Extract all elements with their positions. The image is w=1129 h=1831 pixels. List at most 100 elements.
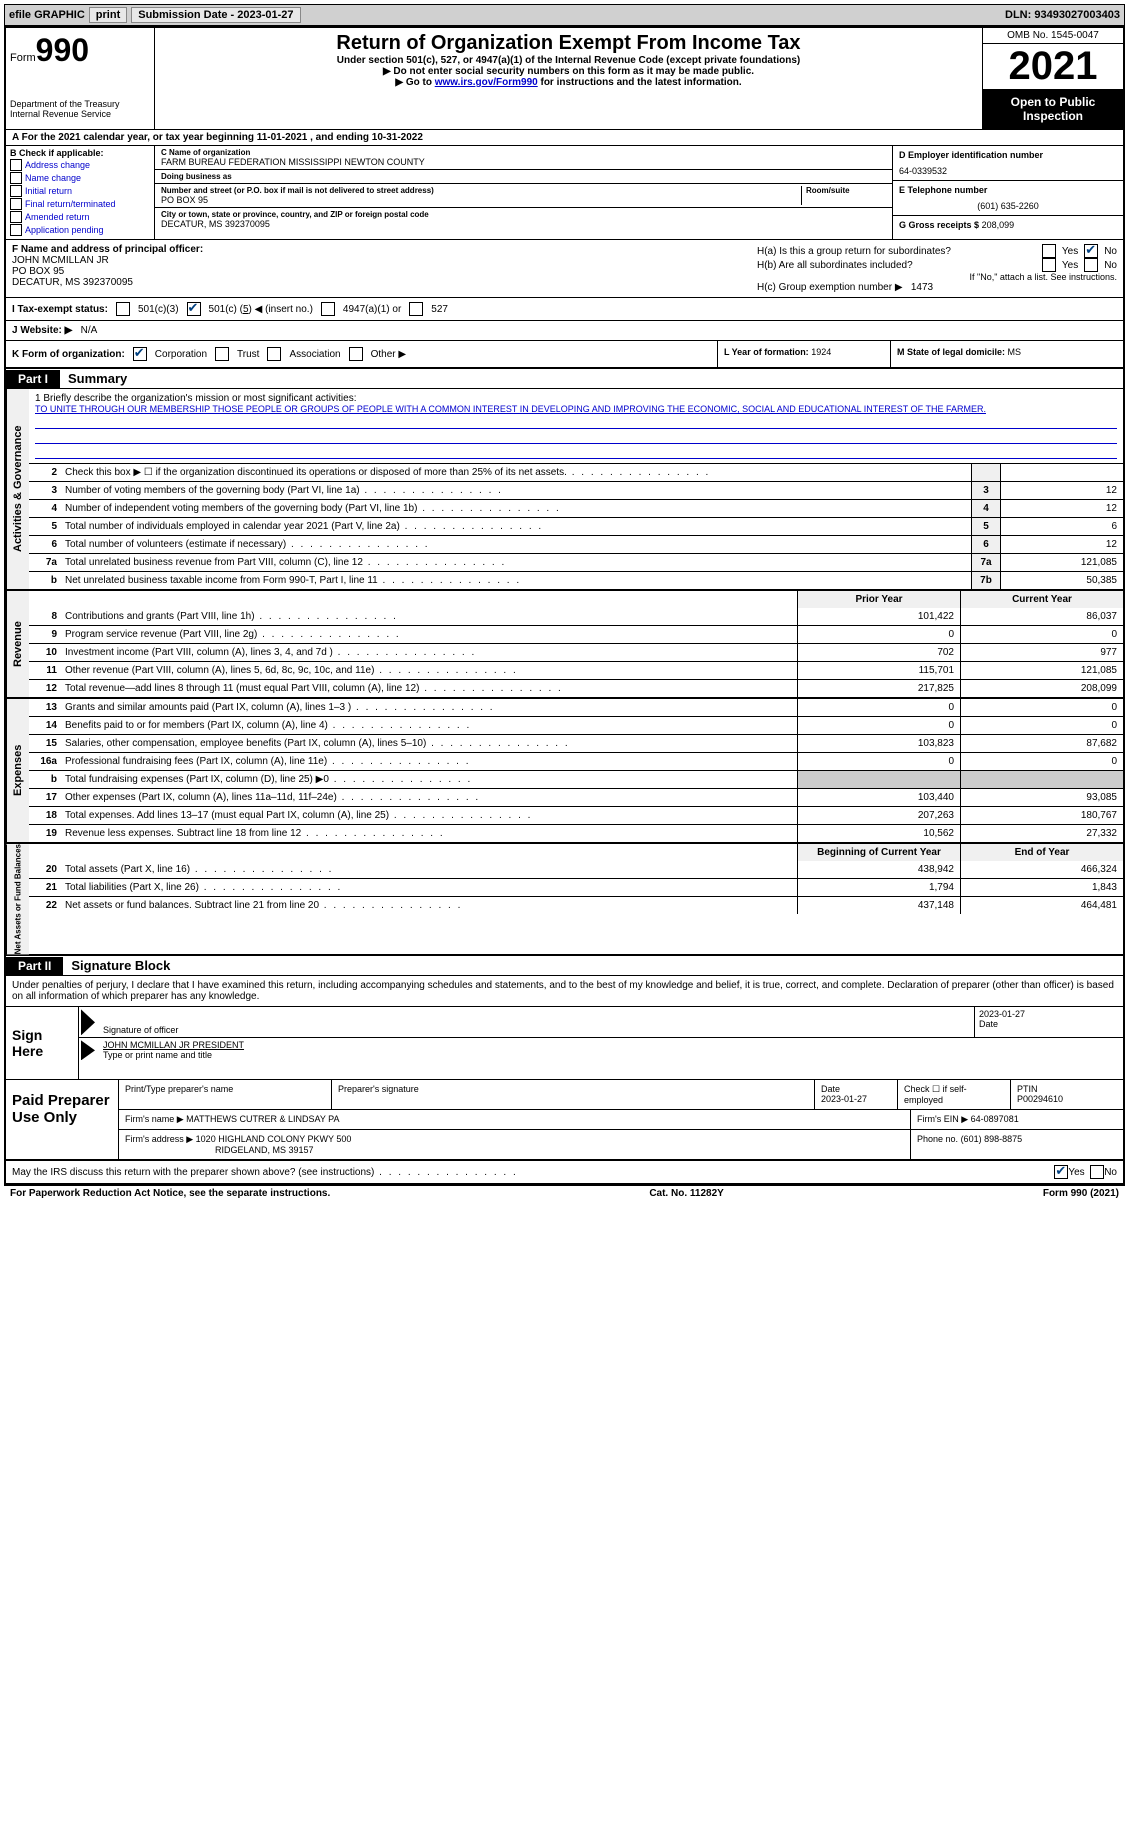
form-number: 990 [36,32,89,68]
vtab-ag: Activities & Governance [6,389,29,589]
ein-cell: D Employer identification number 64-0339… [893,146,1123,181]
k-other[interactable] [349,347,363,361]
head2-prior: Beginning of Current Year [797,844,960,861]
chk-pending[interactable]: Application pending [10,224,150,236]
part2-tag: Part II [6,957,63,975]
prep-h1: Print/Type preparer's name [119,1080,332,1109]
subtitle-3: ▶ Go to www.irs.gov/Form990 for instruct… [159,77,978,88]
l-val: 1924 [811,347,831,357]
org-name-cell: C Name of organization FARM BUREAU FEDER… [155,146,892,170]
section-rev: Revenue Prior Year Current Year 8Contrib… [6,591,1123,699]
hb-yes[interactable] [1042,258,1056,272]
irs-link[interactable]: www.irs.gov/Form990 [435,77,538,88]
header-right: OMB No. 1545-0047 2021 Open to Public In… [982,28,1123,129]
chk-amended-lbl: Amended return [25,212,90,222]
f-addr1: PO BOX 95 [12,266,745,277]
row-k: K Form of organization: Corporation Trus… [6,341,1123,369]
section-net: Net Assets or Fund Balances Beginning of… [6,844,1123,956]
may-text: May the IRS discuss this return with the… [12,1167,518,1178]
sig-officer-line: Signature of officer 2023-01-27Date [79,1007,1123,1038]
part1-title: Summary [60,369,135,388]
i-501c[interactable] [187,302,201,316]
row-a-period: A For the 2021 calendar year, or tax yea… [6,130,1123,146]
footer-left: For Paperwork Reduction Act Notice, see … [10,1188,330,1199]
sig-officer-lbl: Signature of officer [103,1025,970,1035]
addr-lbl: Number and street (or P.O. box if mail i… [161,186,801,195]
f-lbl: F Name and address of principal officer: [12,244,203,255]
dba-lbl: Doing business as [161,172,886,181]
may-yes[interactable] [1054,1165,1068,1179]
table-row: 12Total revenue—add lines 8 through 11 (… [29,680,1123,697]
table-row: 3Number of voting members of the governi… [29,482,1123,500]
org-name-lbl: C Name of organization [161,148,886,157]
may-discuss: May the IRS discuss this return with the… [6,1161,1123,1184]
ha: H(a) Is this a group return for subordin… [757,246,1036,257]
section-ag: Activities & Governance 1 Briefly descri… [6,389,1123,591]
net-head: Beginning of Current Year End of Year [29,844,1123,861]
ha-yes[interactable] [1042,244,1056,258]
table-row: 2Check this box ▶ ☐ if the organization … [29,464,1123,482]
chk-amended[interactable]: Amended return [10,211,150,223]
table-row: 21Total liabilities (Part X, line 26)1,7… [29,879,1123,897]
efile-label: efile GRAPHIC [9,9,85,21]
prep-h3v: 2023-01-27 [821,1094,867,1104]
mission: 1 Briefly describe the organization's mi… [29,389,1123,464]
chk-address[interactable]: Address change [10,159,150,171]
room-lbl: Room/suite [806,186,886,195]
head-current: Current Year [960,591,1123,608]
firm-ein: 64-0897081 [971,1114,1019,1124]
firm: MATTHEWS CUTRER & LINDSAY PA [186,1114,339,1124]
ha-no[interactable] [1084,244,1098,258]
table-row: 4Number of independent voting members of… [29,500,1123,518]
i-a: 501(c)(3) [138,304,179,315]
dln: DLN: 93493027003403 [1005,9,1120,21]
hb-no[interactable] [1084,258,1098,272]
city-lbl: City or town, state or province, country… [161,210,886,219]
table-row: bNet unrelated business taxable income f… [29,572,1123,589]
k-corp[interactable] [133,347,147,361]
print-button[interactable]: print [89,7,127,23]
i-527[interactable] [409,302,423,316]
chk-name-lbl: Name change [25,173,81,183]
chk-pending-lbl: Application pending [25,225,104,235]
sig-typed-lbl: Type or print name and title [103,1050,1119,1060]
addr: PO BOX 95 [161,195,801,205]
i-lbl: I Tax-exempt status: [12,304,108,315]
chk-initial[interactable]: Initial return [10,185,150,197]
firm-ein-lbl: Firm's EIN ▶ [917,1114,968,1124]
section-exp: Expenses 13Grants and similar amounts pa… [6,699,1123,844]
dba-cell: Doing business as [155,170,892,184]
may-no[interactable] [1090,1165,1104,1179]
row-f: F Name and address of principal officer:… [6,240,1123,298]
k-assoc[interactable] [267,347,281,361]
rev-head: Prior Year Current Year [29,591,1123,608]
table-row: 8Contributions and grants (Part VIII, li… [29,608,1123,626]
subtitle-1: Under section 501(c), 527, or 4947(a)(1)… [159,55,978,66]
f-name: JOHN MCMILLAN JR [12,255,745,266]
k-other-lbl: Other ▶ [371,349,406,360]
i-4947[interactable] [321,302,335,316]
part2-bar: Part II Signature Block [6,956,1123,976]
f-addr2: DECATUR, MS 392370095 [12,277,745,288]
table-row: 14Benefits paid to or for members (Part … [29,717,1123,735]
hb: H(b) Are all subordinates included? [757,260,1036,271]
k-trust[interactable] [215,347,229,361]
vtab-rev: Revenue [6,591,29,697]
table-row: 6Total number of volunteers (estimate if… [29,536,1123,554]
j-val: N/A [81,325,98,336]
subtitle-2: ▶ Do not enter social security numbers o… [159,66,978,77]
chk-name[interactable]: Name change [10,172,150,184]
i-501c3[interactable] [116,302,130,316]
org-name: FARM BUREAU FEDERATION MISSISSIPPI NEWTO… [161,157,886,167]
city-cell: City or town, state or province, country… [155,208,892,231]
form-small: Form [10,52,36,64]
firm-addr2: RIDGELAND, MS 39157 [215,1145,314,1155]
sub3-post: for instructions and the latest informat… [538,77,742,88]
sig-date: 2023-01-27 [979,1009,1119,1019]
footer: For Paperwork Reduction Act Notice, see … [4,1186,1125,1201]
table-row: 16aProfessional fundraising fees (Part I… [29,753,1123,771]
row-k-left: K Form of organization: Corporation Trus… [6,341,717,367]
gross-cell: G Gross receipts $ 208,099 [893,216,1123,234]
chk-final[interactable]: Final return/terminated [10,198,150,210]
table-row: 18Total expenses. Add lines 13–17 (must … [29,807,1123,825]
